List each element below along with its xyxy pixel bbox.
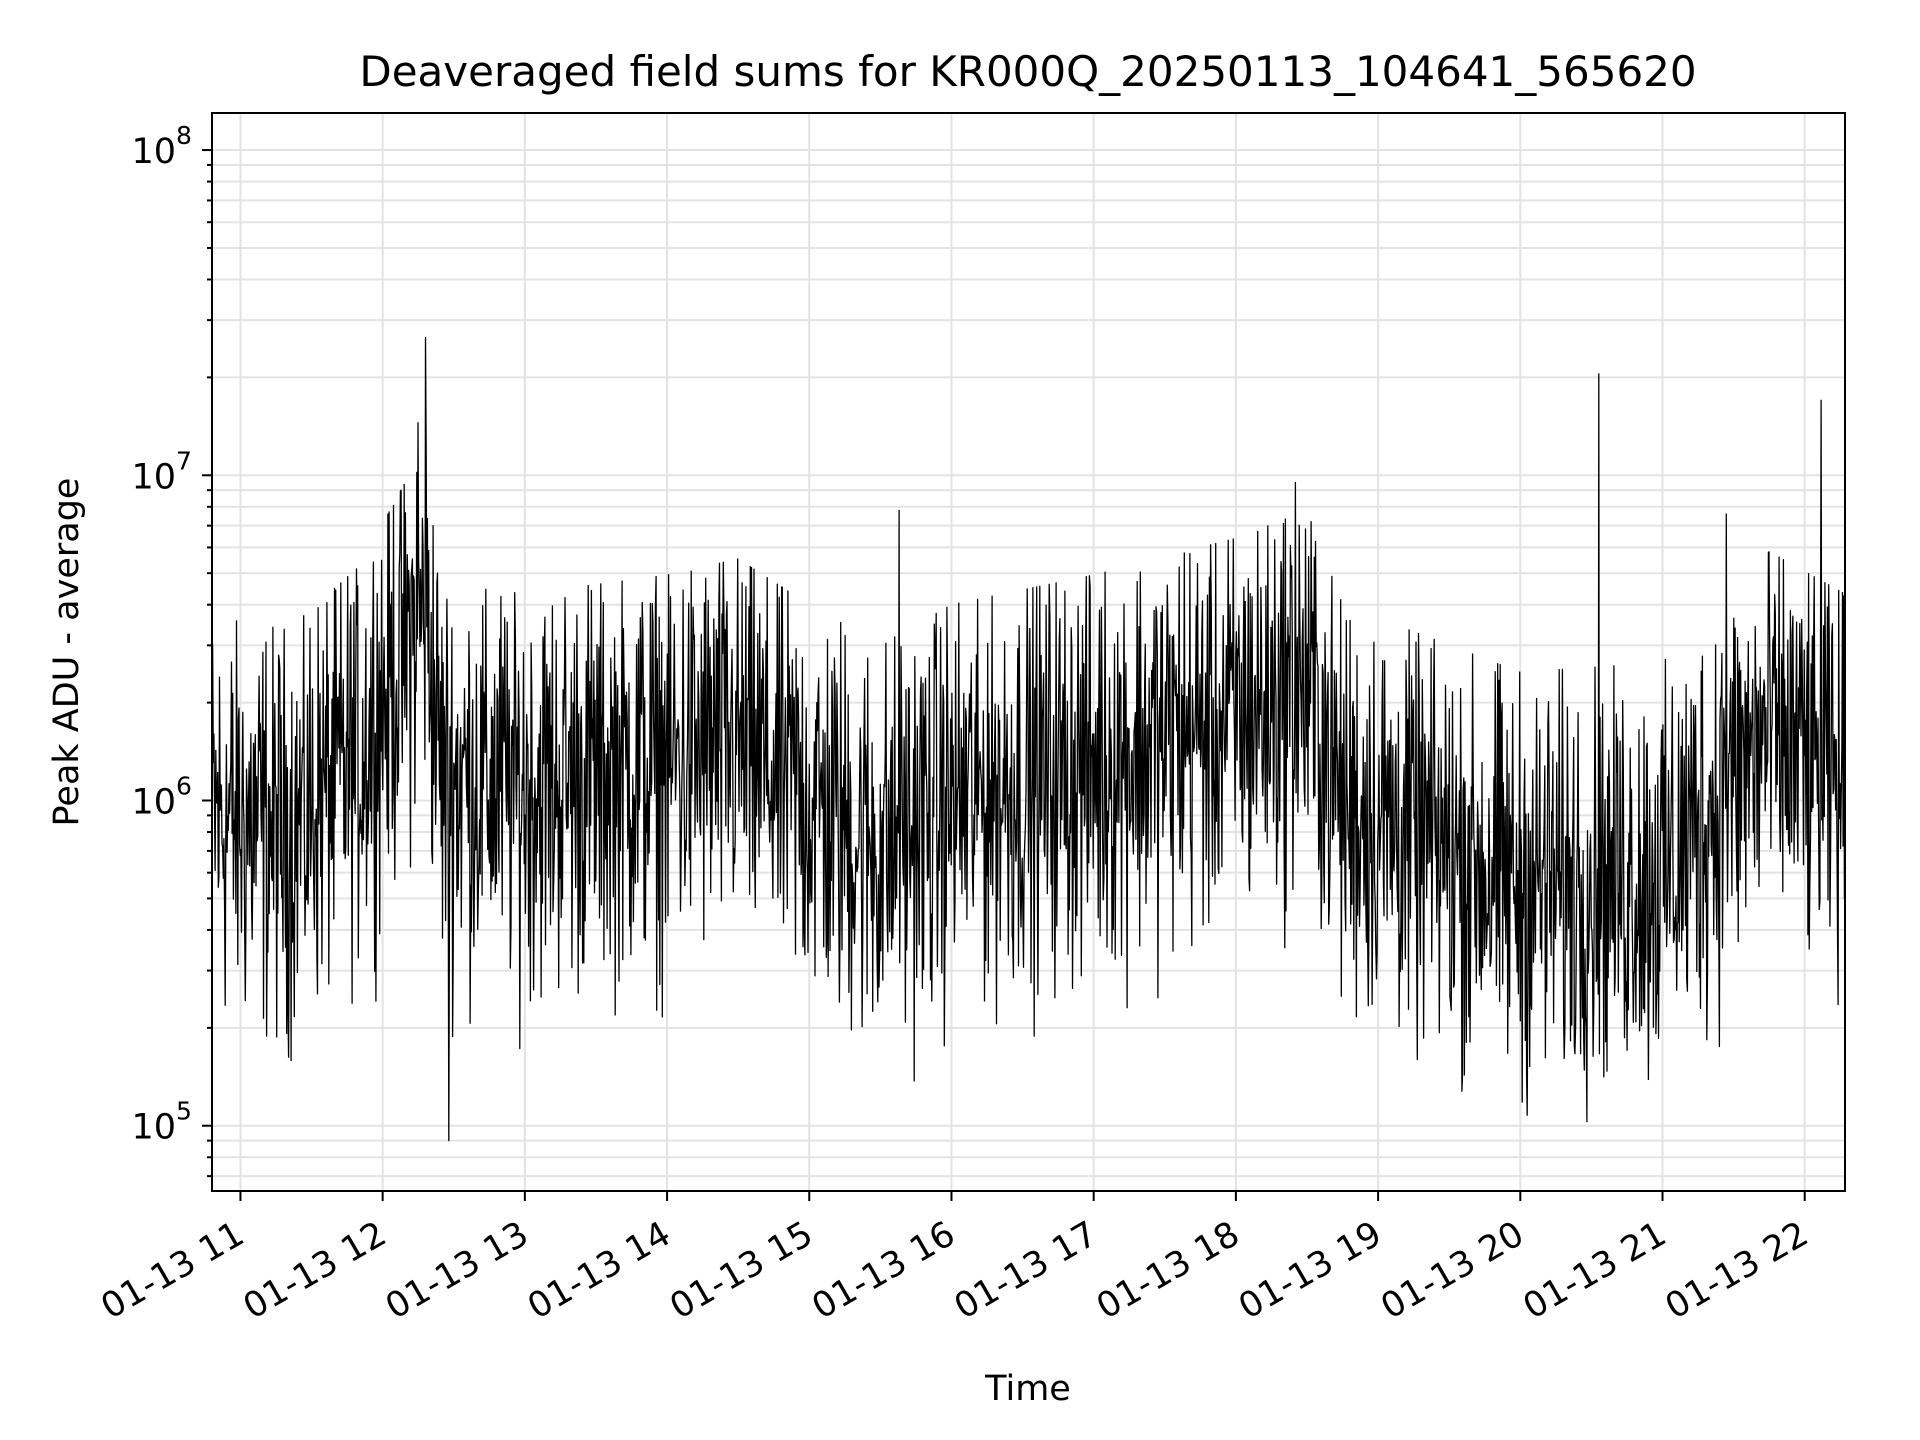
plot-frame	[211, 112, 1846, 1192]
y-tick-exponent: 8	[176, 121, 192, 150]
y-tick-label: 10	[131, 132, 176, 172]
y-tick-label: 10	[131, 457, 176, 497]
y-tick-exponent: 6	[176, 772, 192, 801]
y-tick-base: 10	[131, 457, 176, 497]
series	[212, 157, 1845, 1142]
x-axis-label: Time	[984, 1369, 1071, 1409]
y-tick-exponent: 5	[176, 1097, 192, 1126]
y-axis-label: Peak ADU - average	[47, 478, 87, 827]
y-tick-base: 10	[131, 132, 176, 172]
chart-title: Deaveraged field sums for KR000Q_2025011…	[359, 47, 1696, 96]
y-tick-exponent: 7	[176, 446, 192, 475]
y-tick-label: 10	[131, 1108, 176, 1148]
y-tick-label: 10	[131, 783, 176, 823]
y-tick-base: 10	[131, 1108, 176, 1148]
y-tick-base: 10	[131, 783, 176, 823]
series-line	[212, 157, 1845, 1142]
